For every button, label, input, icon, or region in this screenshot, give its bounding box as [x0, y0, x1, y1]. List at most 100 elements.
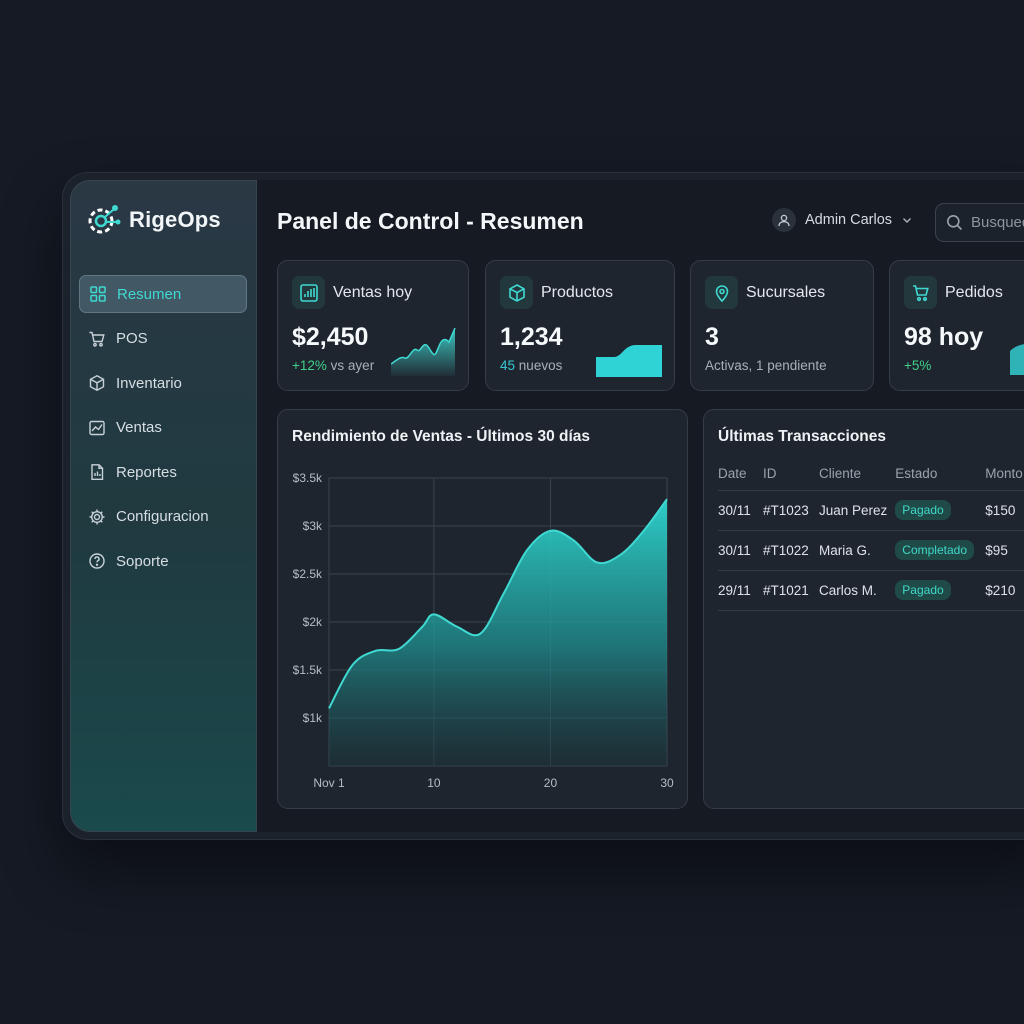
sparkline	[1010, 344, 1024, 375]
sparkline	[391, 327, 456, 376]
page-title: Panel de Control - Resumen	[277, 208, 584, 234]
series-line	[328, 498, 668, 709]
card-title: Ventas hoy	[333, 284, 413, 301]
card-title: Pedidos	[945, 284, 1003, 301]
card-change: +12%	[292, 358, 327, 373]
cell-id: #T1021	[763, 569, 819, 611]
area-fill	[329, 499, 667, 766]
map-pin-icon	[705, 276, 738, 309]
x-tick-label: 10	[427, 776, 441, 790]
card-value: 3	[705, 323, 719, 351]
search-box[interactable]	[935, 203, 1024, 242]
logo[interactable]: RigeOps	[87, 203, 221, 237]
sidebar-item-ventas[interactable]: Ventas	[79, 409, 247, 447]
search-input[interactable]	[971, 214, 1024, 231]
y-tick-label: $2.5k	[293, 567, 323, 581]
cell-cliente: Maria G.	[819, 529, 896, 570]
cart-icon	[89, 331, 105, 347]
card-value: 1,234	[500, 323, 563, 351]
chevron-down-icon	[903, 218, 912, 223]
sidebar-item-pos[interactable]: POS	[79, 320, 247, 358]
transactions-panel: Últimas Transacciones Date ID Cliente Es…	[703, 409, 1024, 809]
file-icon	[91, 464, 104, 480]
sidebar	[70, 180, 257, 832]
cart-icon	[904, 276, 937, 309]
sidebar-item-label: Reportes	[116, 463, 177, 481]
y-tick-label: $3.5k	[293, 471, 323, 485]
box-icon	[89, 375, 105, 391]
cell-cliente: Carlos M.	[819, 569, 896, 611]
cell-date: 29/11	[718, 569, 763, 611]
card-subtitle-text: vs ayer	[330, 358, 375, 373]
table-row[interactable]: 29/11 #T1021 Carlos M. Pagado $210	[718, 569, 1024, 611]
sidebar-item-soporte[interactable]: Soporte	[79, 542, 247, 580]
cell-estado: Pagado	[895, 569, 986, 611]
card-subtitle: Activas, 1 pendiente	[705, 358, 827, 373]
status-badge: Pagado	[895, 500, 951, 520]
status-badge: Pagado	[895, 580, 951, 600]
card-change: 45	[500, 358, 516, 373]
x-tick-label: Nov 1	[313, 776, 345, 790]
bar-chart-icon	[292, 276, 325, 309]
column-header: Estado	[895, 466, 938, 482]
cell-id: #T1022	[763, 529, 819, 570]
card-subtitle-text: nuevos	[518, 358, 563, 373]
transactions-title: Últimas Transacciones	[718, 428, 886, 445]
cell-monto: $210	[985, 569, 1024, 611]
sidebar-item-configuracion[interactable]: Configuracion	[79, 498, 247, 536]
cell-id: #T1023	[763, 489, 819, 530]
card-subtitle-text: Activas, 1 pendiente	[705, 358, 827, 373]
cell-date: 30/11	[718, 529, 763, 570]
user-icon	[778, 214, 790, 227]
stat-card-ventas[interactable]: Ventas hoy $2,450 +12% vs ayer	[277, 260, 469, 391]
x-tick-label: 20	[544, 776, 558, 790]
sidebar-item-label: Resumen	[117, 285, 182, 303]
sidebar-item-resumen[interactable]: Resumen	[79, 275, 247, 313]
table-row[interactable]: 30/11 #T1023 Juan Perez Pagado $150	[718, 489, 1024, 530]
cell-monto: $150	[985, 489, 1024, 530]
stat-card-pedidos[interactable]: Pedidos 98 hoy +5%	[889, 260, 1024, 391]
gear-icon	[89, 509, 105, 524]
column-header: Monto	[985, 466, 1023, 482]
card-title: Sucursales	[746, 284, 826, 301]
sidebar-item-label: Soporte	[116, 552, 169, 570]
column-header: Cliente	[819, 466, 862, 482]
card-subtitle: 45 nuevos	[500, 358, 562, 373]
transactions-table: Date ID Cliente Estado Monto 30/11 #T102…	[718, 458, 1024, 611]
sidebar-item-reportes[interactable]: Reportes	[79, 453, 247, 491]
sidebar-item-label: Ventas	[116, 419, 162, 436]
cell-cliente: Juan Perez	[819, 489, 896, 530]
sidebar-item-label: POS	[116, 330, 148, 347]
y-tick-label: $1k	[303, 711, 323, 725]
sales-area-chart[interactable]: $1k $1.5k $2k $2.5k $3k $3.5k Nov 1 10 20 30	[278, 410, 689, 810]
card-title: Productos	[541, 284, 614, 301]
y-tick-label: $1.5k	[293, 663, 323, 677]
sidebar-item-label: Configuracion	[116, 508, 209, 525]
card-subtitle: +5%	[904, 358, 931, 373]
sidebar-nav: Resumen POS Inventario Ventas Reportes C…	[79, 275, 247, 587]
cell-monto: $95	[985, 529, 1024, 570]
sidebar-item-label: Inventario	[116, 374, 182, 392]
column-header: ID	[763, 466, 777, 482]
stat-card-productos[interactable]: Productos 1,234 45 nuevos	[485, 260, 675, 391]
sales-chart-panel: Rendimiento de Ventas - Últimos 30 días …	[277, 409, 688, 809]
sparkline	[596, 345, 662, 377]
card-subtitle: +12% vs ayer	[292, 358, 374, 373]
box-icon	[500, 276, 533, 309]
card-value: $2,450	[292, 323, 369, 351]
search-icon	[947, 215, 963, 231]
table-row[interactable]: 30/11 #T1022 Maria G. Completado $95	[718, 529, 1024, 570]
user-menu[interactable]: Admin Carlos	[772, 208, 913, 232]
sidebar-item-inventario[interactable]: Inventario	[79, 364, 247, 402]
table-header-row: Date ID Cliente Estado Monto	[718, 458, 1024, 490]
card-change: +5%	[904, 358, 932, 373]
cell-estado: Pagado	[895, 489, 986, 530]
user-name: Admin Carlos	[805, 212, 893, 228]
cell-estado: Completado	[895, 529, 986, 570]
logo-icon	[88, 205, 121, 234]
column-header: Date	[718, 466, 747, 482]
y-tick-label: $3k	[303, 519, 323, 533]
y-tick-label: $2k	[303, 615, 323, 629]
cell-date: 30/11	[718, 489, 763, 530]
stat-card-sucursales[interactable]: Sucursales 3 Activas, 1 pendiente	[690, 260, 874, 391]
